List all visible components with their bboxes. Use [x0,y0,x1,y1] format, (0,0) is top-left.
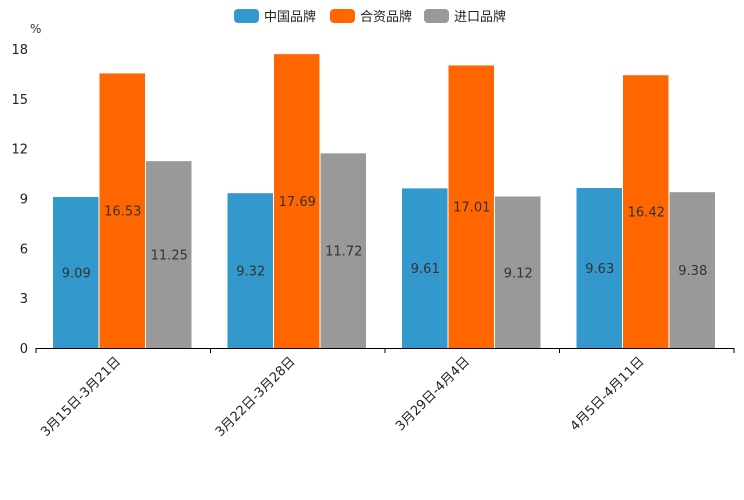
bar [623,75,669,349]
y-tick-label: 6 [20,242,28,257]
bar-value-label: 9.38 [678,264,707,279]
x-tick-label: 4月5日-4月11日 [568,354,648,434]
legend-item[interactable]: 中国品牌 [234,9,316,25]
bar-value-label: 9.32 [236,265,265,280]
x-tick-label: 3月15日-3月21日 [38,354,124,440]
bar [99,73,145,348]
bar [274,54,320,348]
bar-value-label: 9.61 [411,262,440,277]
bar [448,65,494,348]
legend-label: 进口品牌 [454,9,506,25]
bar [227,193,273,348]
legend: 中国品牌 合资品牌 进口品牌 [234,9,506,25]
bars: 9.09 9.32 9.61 9.63 16.53 17.69 17.01 16.42 11.2… [53,54,715,349]
bar-value-label: 17.69 [279,195,316,210]
bar-value-label: 11.25 [151,249,188,264]
legend-item[interactable]: 合资品牌 [330,9,412,25]
legend-item[interactable]: 进口品牌 [424,9,506,25]
x-tick-label: 3月22日-3月28日 [213,354,299,440]
y-axis-label: % [30,22,41,36]
x-axis: 3月15日-3月21日 3月22日-3月28日 3月29日-4月4日 4月5日-4月1… [35,348,735,440]
legend-swatch [234,9,259,23]
bar [53,197,99,348]
bar [146,161,192,348]
legend-label: 中国品牌 [264,9,316,25]
bar-value-label: 11.72 [325,245,362,260]
bar [495,196,541,348]
bar-value-label: 9.12 [504,266,533,281]
y-tick-label: 15 [11,93,28,108]
bar-value-label: 9.09 [62,267,91,282]
bar-value-label: 9.63 [585,262,614,277]
x-tick-label: 3月29日-4月4日 [393,354,473,434]
y-tick-label: 3 [20,292,28,307]
bar [669,192,715,348]
y-tick-label: 18 [11,43,28,58]
y-tick-label: 0 [20,342,28,357]
bar-value-label: 16.53 [104,205,141,220]
bar [320,153,366,348]
bar [402,188,448,348]
legend-swatch [424,9,449,23]
bar [576,188,622,348]
bar-value-label: 17.01 [453,201,490,216]
legend-swatch [330,9,355,23]
y-tick-label: 12 [11,143,28,158]
legend-label: 合资品牌 [360,9,412,25]
bar-value-label: 16.42 [628,206,665,221]
y-axis: 0 3 6 9 12 15 18 [11,43,37,357]
y-tick-label: 9 [20,193,28,208]
